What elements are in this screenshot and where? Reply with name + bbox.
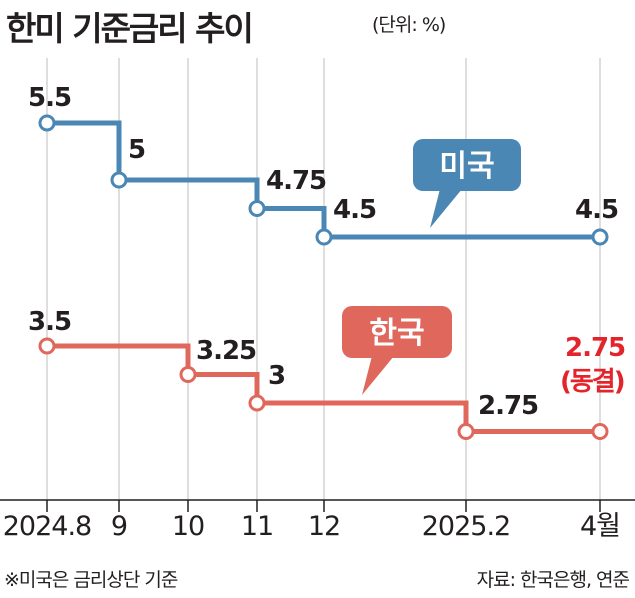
x-tick-label-4: 12 [308,511,340,542]
x-tick-label-5: 2025.2 [422,511,510,542]
korea-value-label-3: 2.75 [478,391,538,421]
footnote: ※미국은 금리상단 기준 [4,569,178,591]
korea-bubble-pointer [362,356,394,395]
korea-point-0 [38,337,56,355]
us-value-label-3: 4.5 [333,195,376,225]
x-tick-label-2: 10 [172,511,204,542]
source-label: 자료: 한국은행, 연준 [476,569,630,591]
us-point-3 [315,228,333,246]
x-tick-label-1: 9 [111,511,127,542]
korea-value-label-1: 3.25 [196,336,256,366]
us-bubble-pointer [430,189,462,228]
us-legend-bubble [413,139,521,191]
us-value-label-0: 5.5 [28,83,71,113]
us-point-1 [110,171,128,189]
korea-point-4 [591,423,609,440]
korea-point-1 [179,366,197,383]
korea-point-2 [248,394,266,412]
us-value-label-2: 4.75 [266,166,326,196]
unit-label: (단위: %) [372,14,446,36]
us-point-4 [591,228,609,246]
us-value-label-4: 4.5 [575,195,618,225]
korea-point-3 [457,423,475,440]
chart-title: 한미 기준금리 추이 [6,9,254,48]
x-tick-label-0: 2024.8 [3,511,91,542]
us-value-label-1: 5 [128,135,145,165]
us-point-0 [38,114,56,132]
us-legend-label: 미국 [439,149,494,184]
korea-value-label-4: 2.75 [565,333,625,363]
korea-value-label-0: 3.5 [28,307,71,337]
korea-legend-label: 한국 [369,316,424,351]
korea-value-label-2: 3 [268,361,285,391]
korea-status-note: (동결) [560,367,624,397]
x-tick-label-3: 11 [241,511,273,542]
us-point-2 [248,200,266,217]
x-tick-label-6: 4월 [580,511,620,542]
korea-legend-bubble [342,306,452,358]
